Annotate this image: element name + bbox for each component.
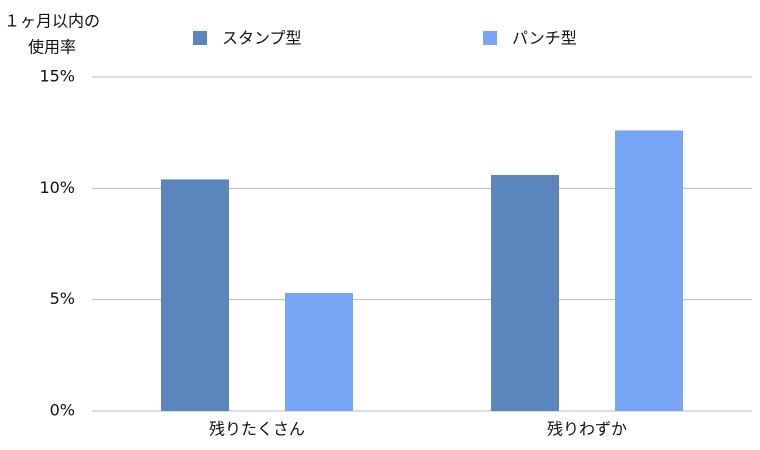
bar [491,174,559,411]
x-tick-label: 残りわずか [547,420,627,439]
y-axis-label: １ヶ月以内の [4,12,100,31]
y-axis-label: 使用率 [28,38,76,57]
y-tick-label: 15% [39,67,75,86]
bar [285,292,353,411]
legend-swatch [193,31,207,45]
y-tick-label: 0% [50,401,75,420]
y-tick-label: 5% [50,289,75,308]
y-tick-label: 10% [39,178,75,197]
bar [615,130,683,411]
legend-label: スタンプ型 [222,29,302,48]
x-tick-label: 残りたくさん [209,420,305,439]
legend-swatch [483,31,497,45]
bar [161,179,229,411]
legend-label: パンチ型 [512,29,577,48]
